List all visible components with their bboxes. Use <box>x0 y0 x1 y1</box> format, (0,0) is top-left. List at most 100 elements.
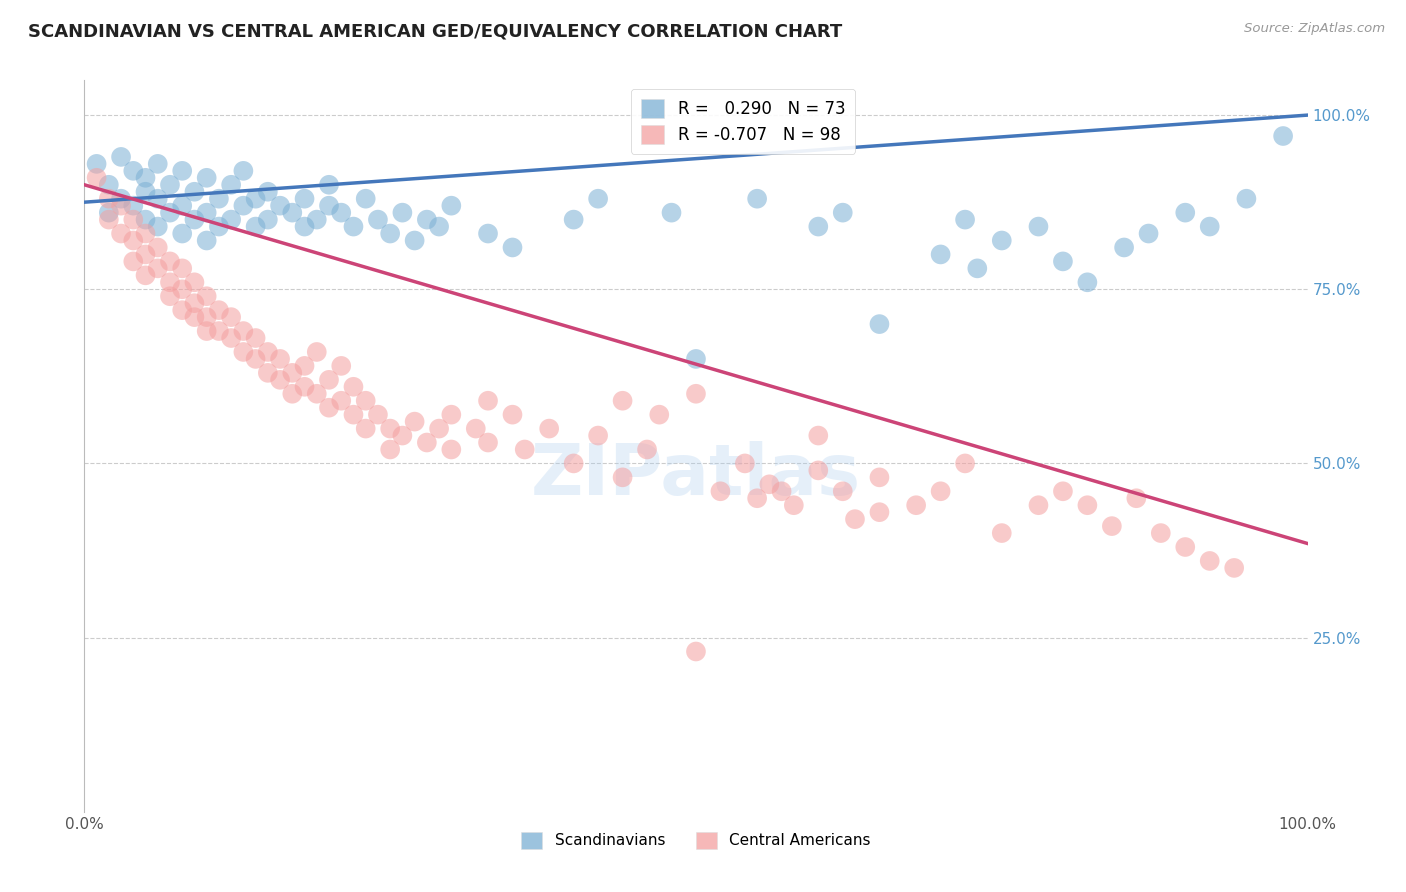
Point <box>440 442 463 457</box>
Point <box>146 157 169 171</box>
Point <box>257 185 280 199</box>
Point <box>1114 240 1136 254</box>
Point <box>831 205 853 219</box>
Point <box>734 457 756 471</box>
Point <box>281 366 304 380</box>
Legend: Scandinavians, Central Americans: Scandinavians, Central Americans <box>515 825 877 855</box>
Point <box>146 240 169 254</box>
Point <box>159 205 181 219</box>
Point <box>269 373 291 387</box>
Point <box>208 324 231 338</box>
Point <box>281 386 304 401</box>
Point <box>135 227 157 241</box>
Point <box>427 421 450 435</box>
Point <box>427 219 450 234</box>
Point <box>86 170 108 185</box>
Point <box>758 477 780 491</box>
Point <box>245 331 267 345</box>
Point <box>135 185 157 199</box>
Point <box>172 227 194 241</box>
Point <box>612 470 634 484</box>
Point <box>380 442 402 457</box>
Point <box>648 408 671 422</box>
Point <box>245 351 267 366</box>
Point <box>257 345 280 359</box>
Point <box>219 212 242 227</box>
Point <box>747 491 769 506</box>
Point <box>440 408 463 422</box>
Point <box>367 408 389 422</box>
Point <box>342 380 364 394</box>
Point <box>122 164 145 178</box>
Point <box>318 373 340 387</box>
Point <box>305 386 328 401</box>
Point <box>183 296 205 310</box>
Point <box>440 199 463 213</box>
Point <box>122 199 145 213</box>
Point <box>404 234 426 248</box>
Point <box>807 428 830 442</box>
Point <box>195 170 218 185</box>
Point <box>183 185 205 199</box>
Point <box>159 289 181 303</box>
Point <box>172 303 194 318</box>
Point <box>354 421 377 435</box>
Point <box>269 199 291 213</box>
Point <box>232 199 254 213</box>
Point <box>1198 219 1220 234</box>
Point <box>354 192 377 206</box>
Point <box>685 644 707 658</box>
Point <box>195 289 218 303</box>
Point <box>135 212 157 227</box>
Point <box>159 275 181 289</box>
Point <box>1076 498 1098 512</box>
Point <box>1272 128 1295 143</box>
Point <box>245 219 267 234</box>
Point <box>929 484 952 499</box>
Point <box>318 199 340 213</box>
Point <box>538 421 561 435</box>
Point <box>1028 219 1050 234</box>
Point <box>318 401 340 415</box>
Point <box>232 164 254 178</box>
Point <box>477 227 499 241</box>
Point <box>502 408 524 422</box>
Point <box>1198 554 1220 568</box>
Point <box>1174 205 1197 219</box>
Point <box>869 317 891 331</box>
Point <box>342 219 364 234</box>
Point <box>86 157 108 171</box>
Point <box>110 150 132 164</box>
Point <box>245 192 267 206</box>
Point <box>146 192 169 206</box>
Point <box>172 261 194 276</box>
Point <box>232 345 254 359</box>
Point <box>1052 254 1074 268</box>
Point <box>1125 491 1147 506</box>
Point <box>208 219 231 234</box>
Point <box>636 442 658 457</box>
Point <box>380 227 402 241</box>
Point <box>232 324 254 338</box>
Point <box>586 428 609 442</box>
Point <box>905 498 928 512</box>
Point <box>1236 192 1258 206</box>
Point <box>318 178 340 192</box>
Point <box>135 170 157 185</box>
Point <box>135 268 157 283</box>
Point <box>661 205 683 219</box>
Point <box>416 435 439 450</box>
Point <box>330 205 353 219</box>
Point <box>122 234 145 248</box>
Point <box>146 261 169 276</box>
Point <box>195 205 218 219</box>
Point <box>354 393 377 408</box>
Text: Source: ZipAtlas.com: Source: ZipAtlas.com <box>1244 22 1385 36</box>
Text: SCANDINAVIAN VS CENTRAL AMERICAN GED/EQUIVALENCY CORRELATION CHART: SCANDINAVIAN VS CENTRAL AMERICAN GED/EQU… <box>28 22 842 40</box>
Point <box>97 205 120 219</box>
Point <box>929 247 952 261</box>
Point <box>404 415 426 429</box>
Point <box>110 199 132 213</box>
Point <box>831 484 853 499</box>
Point <box>807 219 830 234</box>
